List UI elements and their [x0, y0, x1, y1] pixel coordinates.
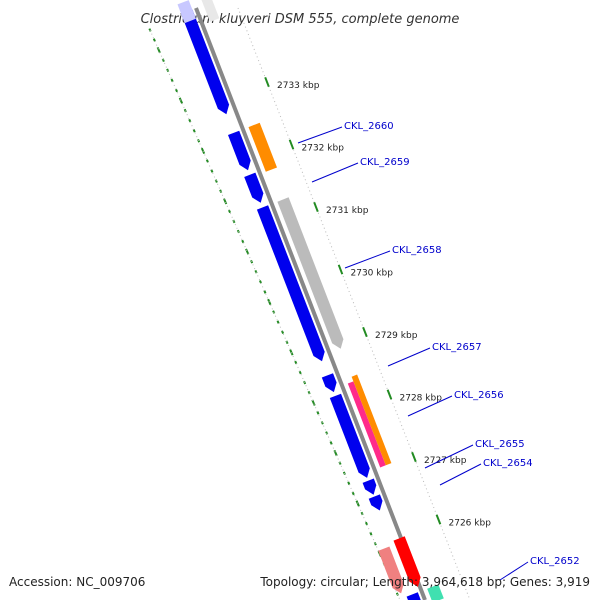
gene-label-leader — [387, 347, 431, 367]
cds-feature-b[interactable] — [228, 130, 251, 171]
kbp-scale: 2733 kbp 2732 kbp 2731 kbp 2730 kbp 2729 kbp… — [264, 76, 492, 529]
kbp-label: 2732 kbp — [302, 144, 345, 154]
orange-feature-ckl-2660[interactable] — [248, 122, 278, 172]
gene-label-ckl-2652[interactable]: CKL_2652 — [530, 556, 580, 567]
cds-feature-e[interactable] — [321, 373, 337, 393]
accession-text: Accession: NC_009706 — [9, 575, 145, 589]
map-title: Clostridium kluyveri DSM 555, complete g… — [141, 12, 460, 27]
gene-label-ckl-2656[interactable]: CKL_2656 — [454, 390, 504, 401]
gc-tick — [303, 380, 307, 385]
kbp-tick — [362, 326, 368, 338]
cds-feature-c[interactable] — [244, 172, 264, 203]
gc-tick — [241, 239, 245, 244]
kbp-label: 2733 kbp — [277, 81, 320, 91]
gc-tick — [170, 78, 174, 83]
kbp-label: 2728 kbp — [400, 394, 443, 404]
gene-label-ckl-2655[interactable]: CKL_2655 — [475, 439, 525, 450]
gray-top-feature[interactable] — [200, 0, 220, 22]
kbp-label: 2727 kbp — [424, 456, 467, 466]
gc-tick — [289, 349, 294, 356]
kbp-tick — [313, 201, 319, 213]
red-feature[interactable] — [393, 536, 421, 587]
kbp-label: 2726 kbp — [449, 519, 492, 529]
kbp-label: 2730 kbp — [351, 269, 394, 279]
kbp-label: 2731 kbp — [326, 206, 369, 216]
gc-tick — [152, 38, 156, 42]
cds-feature-d[interactable] — [256, 205, 325, 362]
feature-track — [177, 0, 444, 600]
cds-feature-top[interactable] — [177, 0, 196, 24]
gc-tick — [210, 169, 214, 173]
gc-tick — [347, 481, 351, 486]
gc-tick — [156, 47, 161, 54]
backbone-line — [194, 7, 427, 600]
cds-feature-i[interactable] — [406, 592, 424, 600]
cds-feature-g[interactable] — [362, 478, 377, 495]
gc-tick — [192, 128, 196, 133]
gene-label-leader — [344, 250, 391, 269]
kbp-tick — [337, 264, 344, 275]
gene-label-leader — [424, 444, 474, 469]
topology-text: Topology: circular; Length: 3,964,618 bp… — [259, 575, 590, 589]
orange-feature-ckl-2655[interactable] — [351, 374, 392, 466]
gene-label-ckl-2658[interactable]: CKL_2658 — [392, 245, 442, 256]
gc-tick — [188, 118, 192, 123]
gene-label-ckl-2659[interactable]: CKL_2659 — [360, 157, 410, 168]
gene-label-leader — [439, 463, 482, 486]
gc-tick — [178, 97, 184, 104]
kbp-label: 2729 kbp — [375, 331, 418, 341]
gc-tick — [355, 500, 360, 507]
gc-tick — [200, 147, 206, 154]
gene-label-leader — [297, 126, 343, 144]
gene-labels: CKL_2660 CKL_2659 CKL_2658 CKL_2657 CKL_2656… — [297, 121, 580, 581]
gene-label-leader — [407, 395, 453, 417]
gene-label-ckl-2660[interactable]: CKL_2660 — [344, 121, 394, 132]
gc-tick — [311, 399, 316, 406]
kbp-tick — [435, 514, 442, 525]
gc-tick — [214, 179, 218, 183]
kbp-tick — [411, 451, 417, 463]
gc-tick — [205, 159, 209, 163]
pink-feature-ckl-2656[interactable] — [347, 381, 386, 468]
gc-tick — [333, 449, 338, 457]
outer-ring-dots — [237, 7, 471, 600]
gc-tick — [174, 88, 179, 93]
gc-tick — [183, 108, 187, 113]
gc-tick — [227, 209, 232, 214]
gene-label-leader — [499, 561, 529, 581]
gene-label-ckl-2657[interactable]: CKL_2657 — [432, 342, 482, 353]
gene-label-leader — [311, 162, 359, 183]
kbp-tick — [264, 76, 270, 88]
cds-feature-f[interactable] — [329, 393, 370, 478]
gray-feature-ckl-2658[interactable] — [277, 197, 344, 349]
gene-label-ckl-2654[interactable]: CKL_2654 — [483, 458, 533, 469]
teal-feature[interactable] — [427, 584, 444, 600]
gc-tick — [276, 320, 280, 324]
cds-feature-a[interactable] — [181, 9, 230, 115]
light-red-feature[interactable] — [378, 546, 404, 594]
kbp-tick — [386, 389, 393, 400]
cds-feature-h[interactable] — [368, 494, 383, 511]
kbp-tick — [288, 139, 295, 150]
